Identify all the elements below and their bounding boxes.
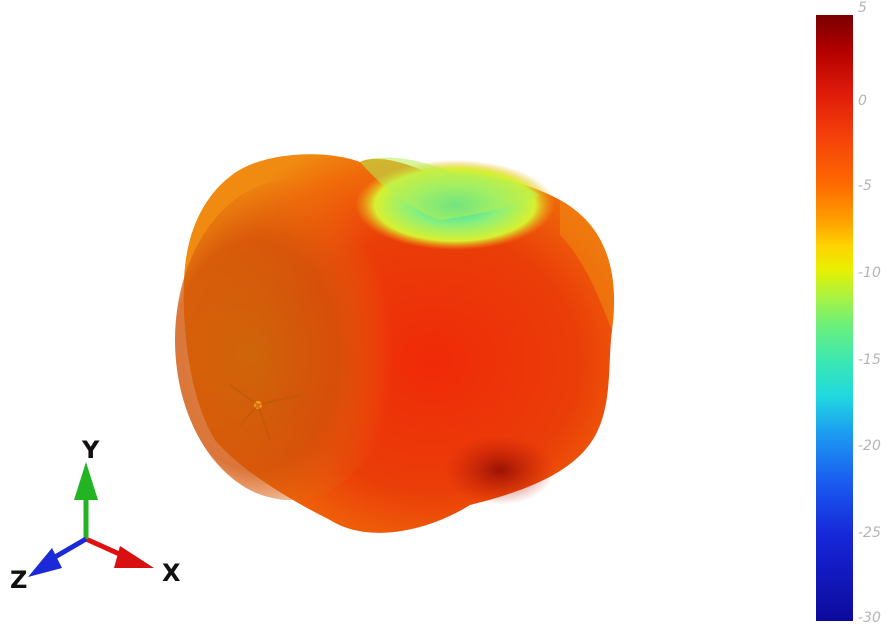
- colorbar-tick-label: -15: [858, 352, 881, 368]
- colorbar-tick-label: -30: [858, 610, 881, 626]
- colorbar-tick-label: -25: [858, 525, 881, 541]
- x-axis-arrow: [84, 536, 154, 568]
- colorbar-tick-label: -10: [858, 265, 881, 281]
- z-axis-arrow: [28, 536, 88, 577]
- z-axis-label: Z: [10, 566, 28, 594]
- colorbar-tick-label: -5: [858, 178, 872, 194]
- colorbar-tick-label: -20: [858, 438, 881, 454]
- x-axis-label: X: [162, 559, 181, 587]
- axis-triad: [28, 462, 154, 577]
- y-axis-label: Y: [82, 436, 100, 464]
- colorbar: [816, 15, 853, 621]
- pattern-surface: [175, 154, 615, 533]
- y-axis-arrow: [74, 462, 98, 539]
- colorbar-tick-label: 5: [858, 0, 867, 16]
- colorbar-tick-label: 0: [858, 93, 867, 109]
